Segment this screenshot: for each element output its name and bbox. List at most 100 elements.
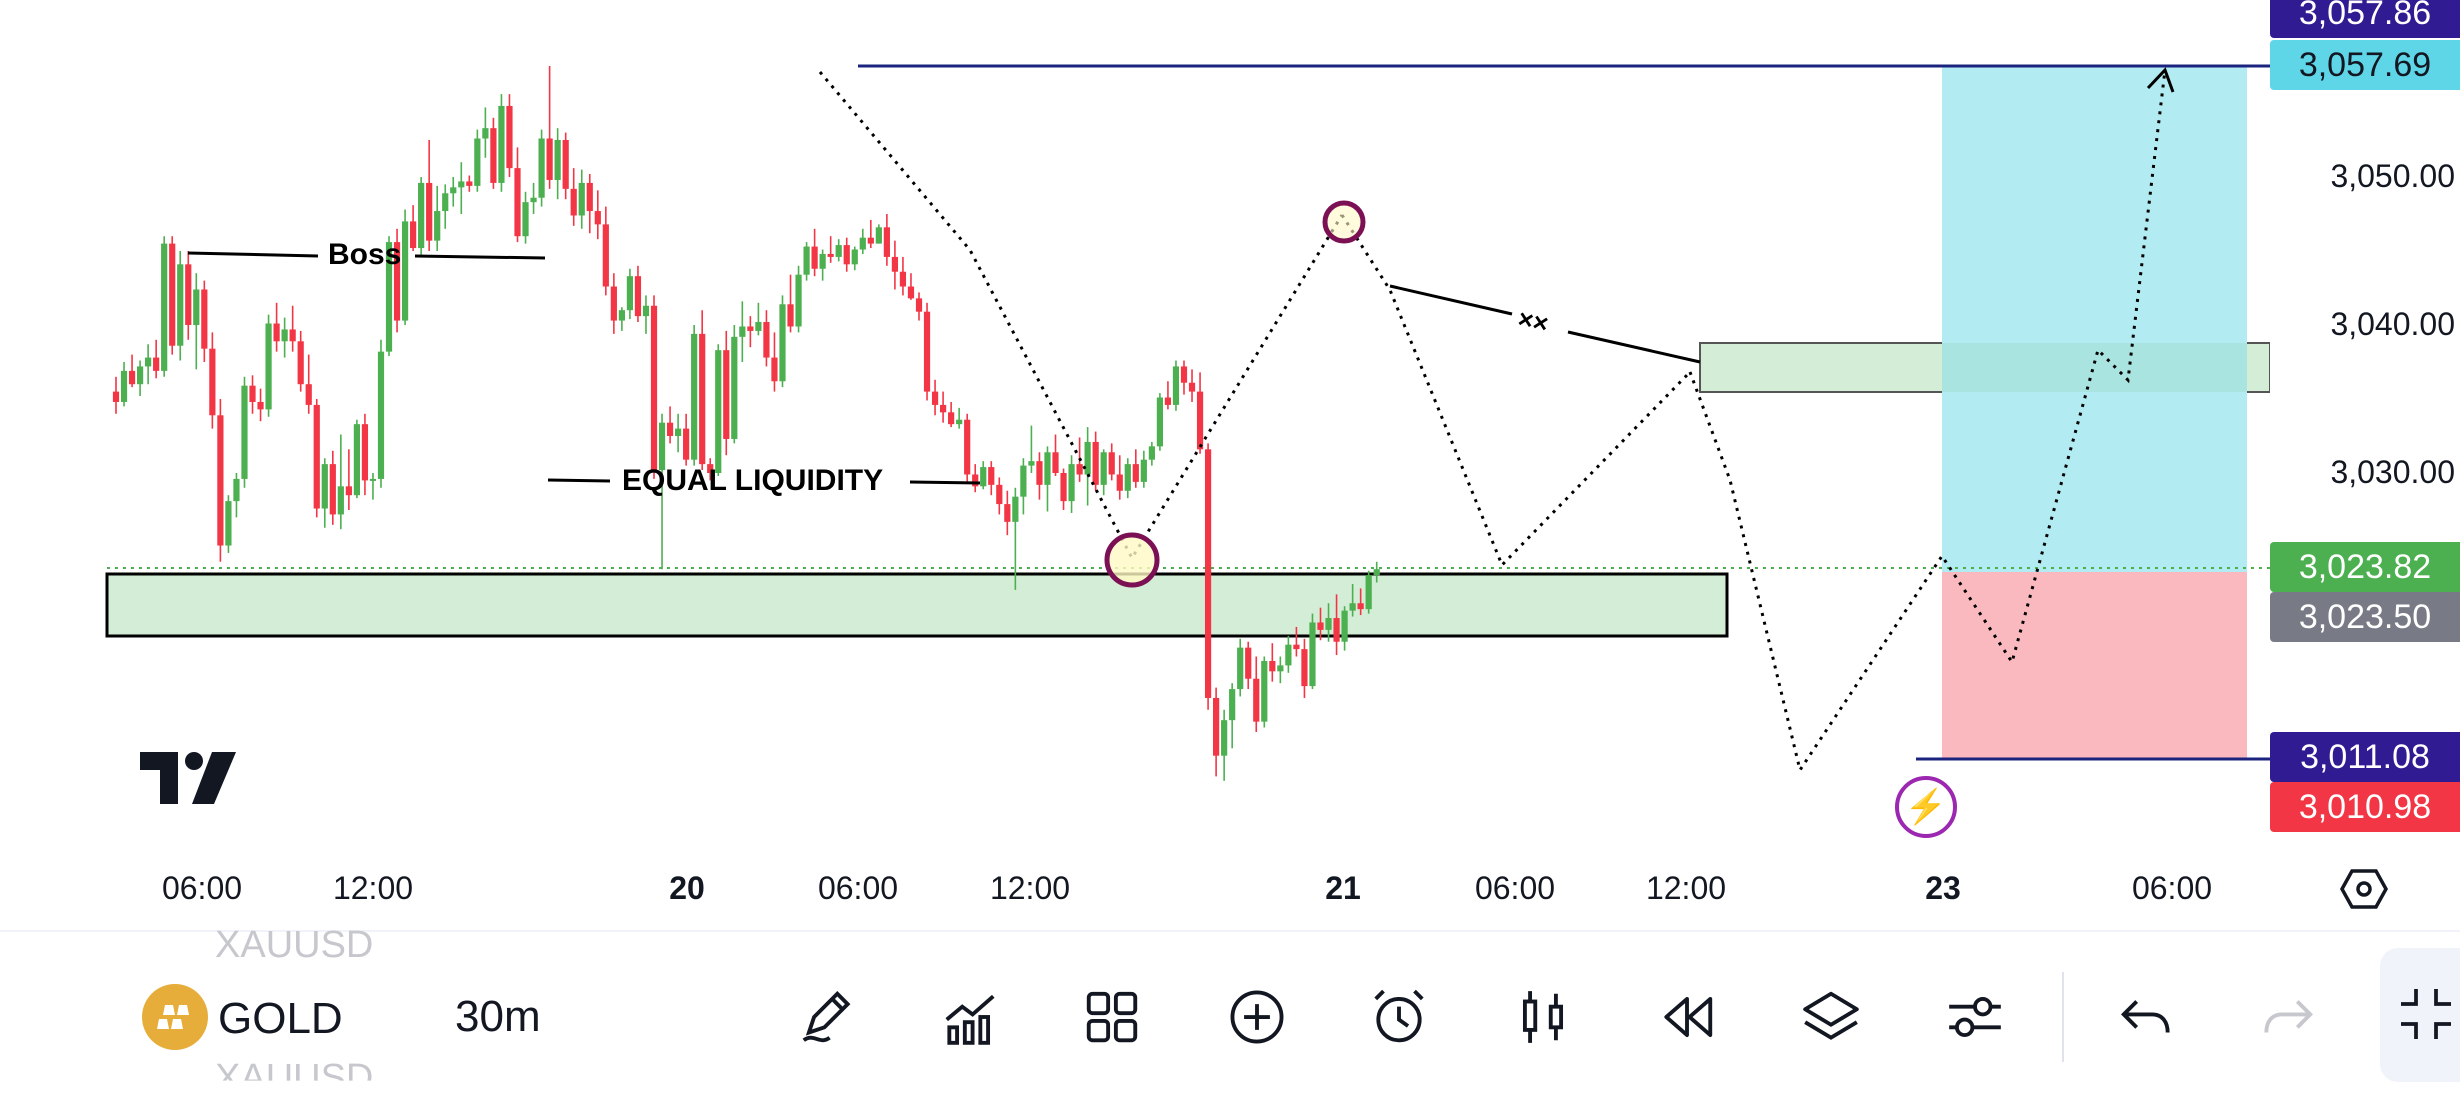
candle-body <box>891 256 899 272</box>
candle-body <box>1229 689 1236 721</box>
candle-body <box>803 246 810 275</box>
long-position-stop[interactable] <box>1942 572 2247 759</box>
candle-body <box>699 333 706 465</box>
candle-body <box>458 181 465 188</box>
candle-body <box>522 202 529 237</box>
candle-body <box>538 138 545 198</box>
candle-body <box>859 237 866 250</box>
symbol-name[interactable]: GOLD <box>218 994 343 1043</box>
candle-body <box>177 264 184 346</box>
candle-body <box>1172 366 1180 405</box>
price-tag-stop-line: 3,011.08 <box>2270 732 2460 782</box>
candle-body <box>980 467 987 487</box>
candle-body <box>474 138 481 186</box>
indicators-icon[interactable] <box>935 982 1005 1052</box>
candle-body <box>1188 382 1196 392</box>
price-tag-target: 3,057.69 <box>2270 40 2460 90</box>
candle-body <box>851 249 858 265</box>
candle-body <box>996 484 1003 505</box>
price-chart[interactable] <box>0 0 2460 930</box>
candle-body <box>466 181 473 186</box>
equal-liquidity-label[interactable]: EQUAL LIQUIDITY <box>622 464 884 497</box>
candle-body <box>827 253 834 257</box>
candles-series <box>112 66 1380 781</box>
tradingview-logo[interactable] <box>140 752 236 804</box>
candle-body <box>1237 647 1244 690</box>
candle-body <box>618 310 625 321</box>
swing-path-1 <box>818 71 1344 562</box>
liquidity-sweep-circle[interactable] <box>1104 532 1160 588</box>
candle-body <box>915 298 923 312</box>
candle-body <box>385 242 393 352</box>
long-position-target[interactable] <box>1942 66 2247 572</box>
candle-body <box>787 304 794 327</box>
candle-body <box>795 274 802 327</box>
grid-icon[interactable] <box>1077 982 1147 1052</box>
add-icon[interactable] <box>1222 982 1292 1052</box>
candle-body <box>442 193 449 212</box>
settings-sliders-icon[interactable] <box>1940 982 2010 1052</box>
time-label: 21 <box>1325 870 1361 906</box>
layers-icon[interactable] <box>1796 982 1866 1052</box>
candle-body <box>763 322 770 358</box>
candle-body <box>835 245 842 257</box>
candle-body <box>1261 660 1268 722</box>
candle-body <box>948 412 955 425</box>
boss-line-left <box>187 251 319 258</box>
swing-path-3 <box>1688 69 2167 774</box>
candle-body <box>1084 441 1091 475</box>
candle-body <box>1148 446 1155 460</box>
candles-icon[interactable] <box>1508 982 1578 1052</box>
candle-body <box>482 128 489 139</box>
time-label: 06:00 <box>817 870 899 906</box>
candle-body <box>305 384 312 405</box>
time-label: 06:00 <box>161 870 243 906</box>
candle-body <box>498 105 505 183</box>
alarm-icon[interactable] <box>1364 982 1434 1052</box>
replay-icon[interactable] <box>1652 982 1722 1052</box>
candle-body <box>771 357 778 382</box>
redo-icon[interactable] <box>2252 982 2322 1052</box>
candle-body <box>610 286 617 321</box>
candle-body <box>939 404 947 413</box>
projection-arrow-head <box>2146 67 2175 93</box>
candle-body <box>257 401 264 410</box>
fullscreen-icon[interactable] <box>2380 948 2460 1082</box>
candle-body <box>1341 610 1348 642</box>
trendline-xx-b <box>1567 330 1701 364</box>
time-label: 12:00 <box>332 870 414 906</box>
trendline-xx-a <box>1389 284 1513 316</box>
gold-bars-icon[interactable] <box>142 984 208 1050</box>
candle-body <box>361 424 369 481</box>
candle-body <box>907 286 915 299</box>
boss-label[interactable]: Boss <box>328 238 402 271</box>
candle-body <box>972 474 979 487</box>
demand-zone[interactable] <box>105 572 1729 638</box>
swing-high-circle[interactable] <box>1322 200 1366 244</box>
candle-body <box>145 357 152 367</box>
lightning-icon[interactable]: ⚡ <box>1895 776 1957 838</box>
candle-body <box>1116 474 1123 491</box>
candle-body <box>345 486 352 496</box>
chart-settings-icon[interactable] <box>2340 865 2388 913</box>
candle-body <box>410 221 417 249</box>
candle-body <box>153 357 160 371</box>
candle-body <box>1285 644 1292 666</box>
candle-body <box>128 370 136 385</box>
xx-label[interactable]: ×× <box>1515 303 1552 339</box>
candle-body <box>209 348 216 416</box>
price-tag-entry: 3,023.50 <box>2270 592 2460 642</box>
candle-body <box>923 311 931 392</box>
candle-body <box>1317 622 1324 630</box>
undo-icon[interactable] <box>2112 982 2182 1052</box>
candle-body <box>426 182 433 241</box>
candle-body <box>169 243 176 346</box>
candle-body <box>337 486 344 515</box>
candle-body <box>506 105 513 169</box>
candle-body <box>1164 397 1172 405</box>
candle-body <box>931 391 939 405</box>
pencil-icon[interactable] <box>792 982 862 1052</box>
equal-liquidity-line-right <box>909 480 981 485</box>
interval-selector[interactable]: 30m <box>455 992 541 1041</box>
candle-body <box>1124 464 1131 491</box>
